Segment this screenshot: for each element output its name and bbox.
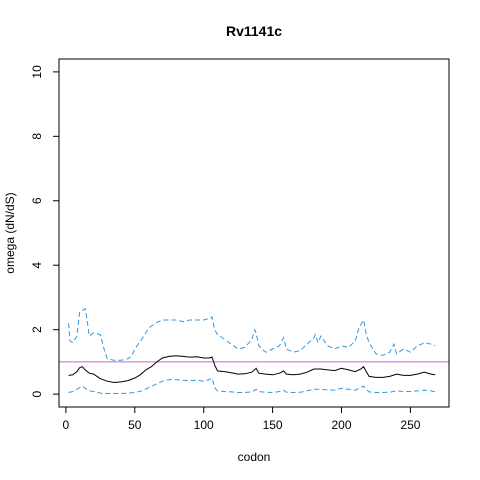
lower-bound-line bbox=[68, 377, 436, 394]
x-tick-label: 0 bbox=[63, 418, 70, 432]
y-axis-label: omega (dN/dS) bbox=[3, 192, 17, 273]
plot-area bbox=[59, 307, 449, 394]
mean-omega-line bbox=[68, 355, 436, 384]
chart-title: Rv1141c bbox=[226, 23, 282, 39]
x-tick-label: 250 bbox=[400, 418, 420, 432]
y-tick-label: 4 bbox=[30, 262, 44, 269]
y-axis: 0 2 4 6 8 10 bbox=[30, 65, 59, 397]
y-tick-label: 10 bbox=[30, 65, 44, 79]
x-tick-label: 150 bbox=[263, 418, 283, 432]
plot-frame bbox=[58, 58, 450, 408]
y-tick-label: 0 bbox=[30, 390, 44, 397]
y-tick-label: 6 bbox=[30, 197, 44, 204]
x-tick-label: 200 bbox=[331, 418, 351, 432]
upper-bound-line bbox=[68, 307, 436, 361]
x-tick-label: 100 bbox=[194, 418, 214, 432]
y-tick-label: 2 bbox=[30, 326, 44, 333]
x-axis-label: codon bbox=[238, 450, 271, 464]
x-tick-label: 50 bbox=[128, 418, 142, 432]
x-axis: 0 50 100 150 200 250 bbox=[63, 407, 421, 432]
y-tick-label: 8 bbox=[30, 133, 44, 140]
